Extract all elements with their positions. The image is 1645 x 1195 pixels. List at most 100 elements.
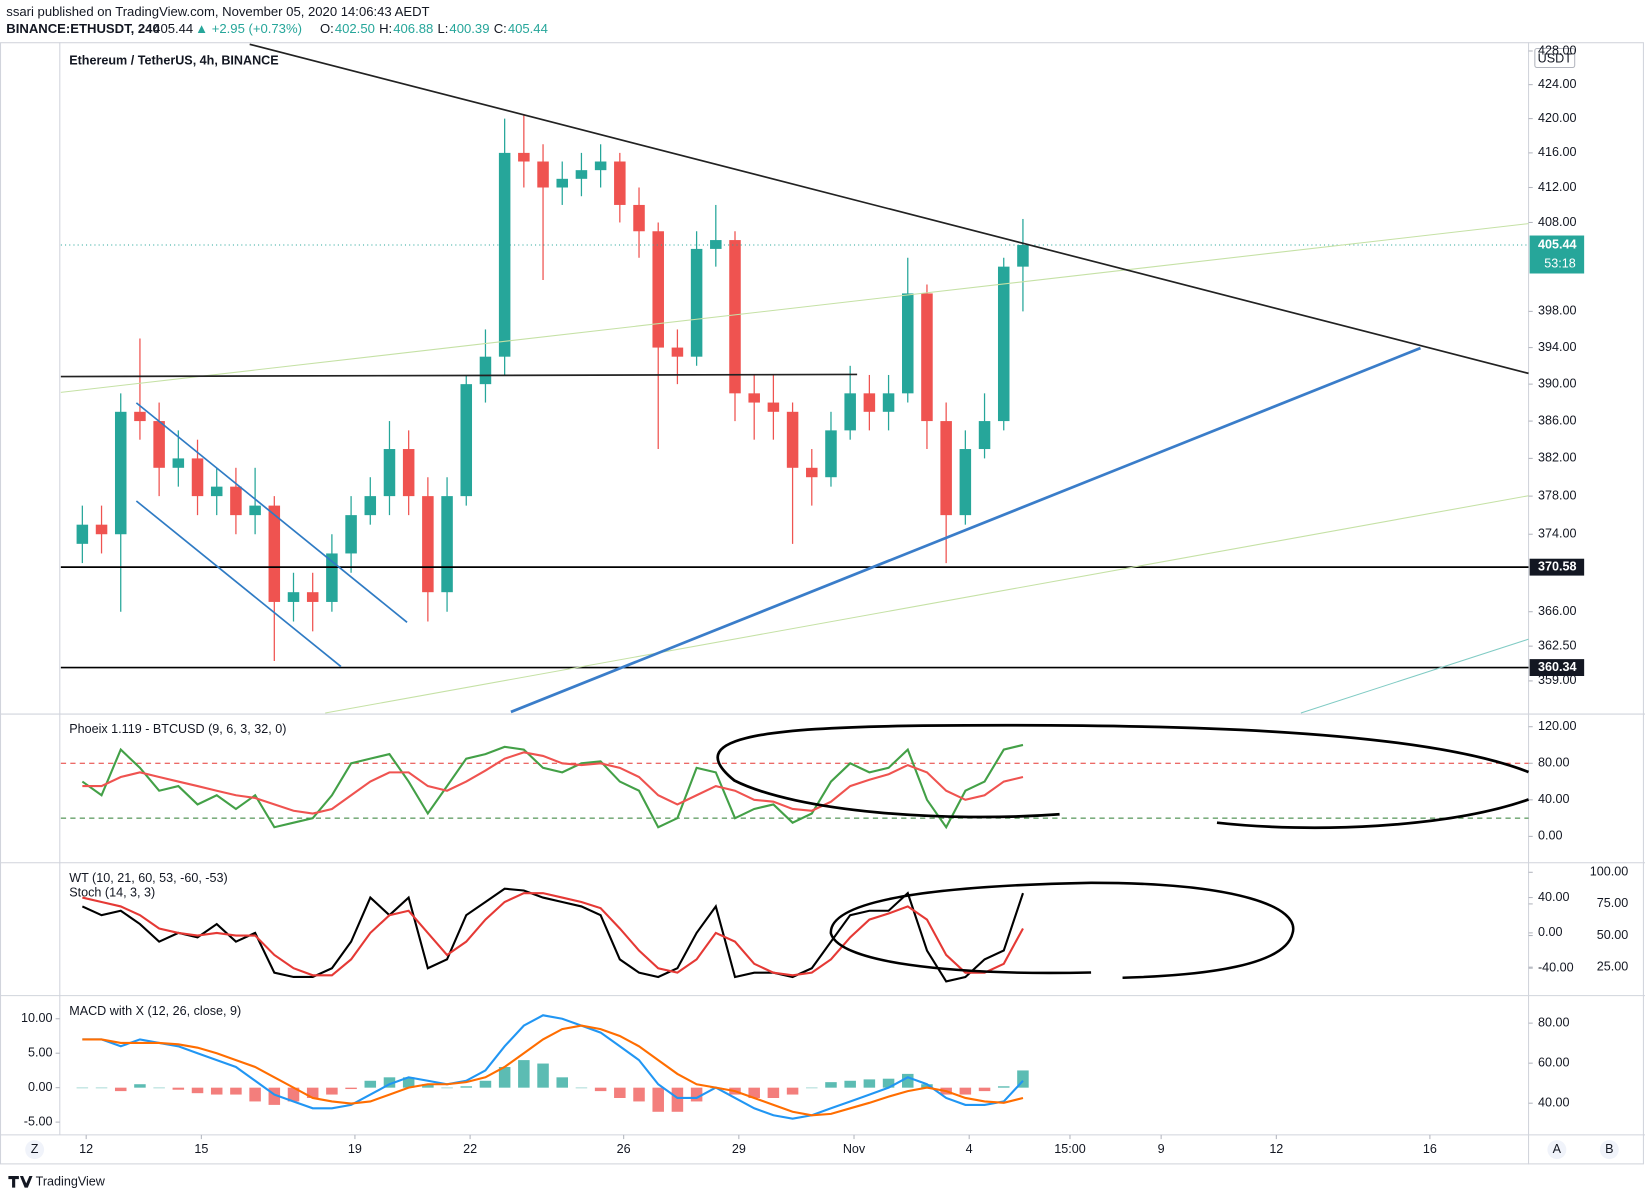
ohlc-label: C: — [494, 21, 507, 36]
histogram-bar — [153, 1087, 165, 1089]
histogram-bar — [402, 1077, 415, 1088]
candle-body — [710, 240, 722, 249]
histogram-bar — [479, 1080, 492, 1088]
fib-line — [60, 223, 1529, 393]
candle-body — [1017, 245, 1029, 267]
histogram-bar — [230, 1087, 242, 1095]
y-tick-label: 40.00 — [1538, 890, 1569, 904]
histogram-bar — [306, 1087, 319, 1098]
y-tick-label: 50.00 — [1597, 928, 1628, 942]
trend-line — [249, 43, 1529, 375]
y-tick-label: -5.00 — [24, 1114, 53, 1128]
price-label: 370.58 — [1538, 559, 1576, 573]
y-tick-label: 394.00 — [1538, 340, 1576, 354]
candle-body — [95, 524, 108, 535]
fib-line — [1300, 638, 1529, 714]
x-tick-label: 22 — [463, 1142, 477, 1156]
y-tick-label: 80.00 — [1538, 1015, 1569, 1029]
histogram-bar — [748, 1087, 760, 1098]
histogram-bar — [978, 1087, 991, 1092]
histogram-bar — [518, 1060, 530, 1088]
histogram-bar — [959, 1087, 972, 1095]
histogram-bar — [614, 1087, 626, 1098]
ohlc-label: H: — [379, 21, 392, 36]
candle-body — [287, 592, 300, 602]
y-tick-label: 428.00 — [1538, 43, 1576, 57]
x-tick-label: 4 — [966, 1142, 973, 1156]
candle-body — [690, 248, 703, 357]
histogram-bar — [422, 1084, 434, 1088]
histogram-bar — [786, 1087, 799, 1095]
candle-body — [306, 592, 319, 602]
x-tick-label: Nov — [843, 1142, 866, 1156]
button-label: A — [1553, 1142, 1562, 1156]
y-tick-label: 75.00 — [1597, 896, 1628, 910]
publisher: ssari published on TradingView.com, Nove… — [6, 4, 429, 19]
histogram-bar — [537, 1063, 549, 1088]
histogram-bar — [498, 1066, 511, 1088]
y-tick-label: 0.00 — [1538, 829, 1562, 843]
histogram-bar — [652, 1087, 664, 1112]
x-tick-label: 29 — [732, 1142, 746, 1156]
indicator-line — [81, 887, 1024, 983]
candle-body — [383, 449, 396, 497]
button[interactable] — [1547, 1140, 1567, 1160]
indicator-line — [81, 743, 1024, 830]
candle-body — [825, 430, 837, 478]
x-tick-label: 12 — [79, 1142, 93, 1156]
indicator-line — [82, 751, 1024, 815]
candle-body — [556, 178, 568, 188]
currency: USDT — [1538, 51, 1573, 65]
candle-body — [537, 161, 549, 188]
y-tick-label: 100.00 — [1590, 865, 1628, 879]
histogram-bar — [671, 1087, 684, 1112]
y-tick-label: 408.00 — [1538, 215, 1576, 229]
last-price-label: 405.44 — [1538, 237, 1576, 251]
y-tick-label: 398.00 — [1538, 304, 1576, 318]
candle-body — [940, 421, 952, 516]
candle-body — [460, 384, 473, 497]
y-tick-label: -40.00 — [1538, 961, 1574, 975]
histogram-bar — [1017, 1070, 1029, 1088]
histogram-bar — [844, 1080, 856, 1088]
button-label: B — [1605, 1142, 1613, 1156]
indicator-line — [82, 1014, 1024, 1120]
candle-body — [402, 449, 415, 497]
histogram-bar — [594, 1087, 607, 1092]
y-tick-label: 0.00 — [28, 1080, 52, 1094]
candle-body — [614, 161, 626, 205]
candle-body — [652, 231, 664, 348]
x-tick-label: 9 — [1158, 1142, 1165, 1156]
ellipse-drawing — [829, 881, 1295, 979]
indicator-title: MACD with X (12, 26, close, 9) — [69, 1004, 241, 1018]
candle-body — [249, 505, 261, 516]
candle-body — [997, 266, 1010, 422]
countdown: 53:18 — [1544, 256, 1575, 270]
candle-body — [806, 467, 818, 478]
y-tick-label: 80.00 — [1538, 756, 1569, 770]
histogram-bar — [690, 1087, 703, 1102]
indicator-line — [82, 1024, 1024, 1117]
price-label: 360.34 — [1538, 660, 1576, 674]
ohlc-value: 405.44 — [508, 21, 548, 36]
candle-body — [172, 458, 185, 468]
candle-body — [767, 402, 780, 412]
resistance-line — [60, 373, 858, 378]
y-tick-label: 420.00 — [1538, 111, 1576, 125]
frame — [0, 42, 1644, 1165]
y-tick-label: 390.00 — [1538, 376, 1576, 390]
candle-body — [978, 421, 991, 450]
button[interactable] — [1599, 1140, 1619, 1160]
button[interactable] — [25, 1140, 45, 1160]
candle-body — [326, 553, 338, 602]
histogram-bar — [345, 1087, 357, 1090]
candle-body — [191, 458, 204, 497]
candle-body — [153, 421, 165, 468]
ohlc-label: L: — [437, 21, 448, 36]
button-label: Z — [31, 1142, 39, 1156]
candle-body — [114, 411, 127, 535]
chart-title: Ethereum / TetherUS, 4h, BINANCE — [69, 53, 278, 67]
candle-body — [479, 356, 492, 385]
currency-box[interactable] — [1534, 47, 1576, 69]
